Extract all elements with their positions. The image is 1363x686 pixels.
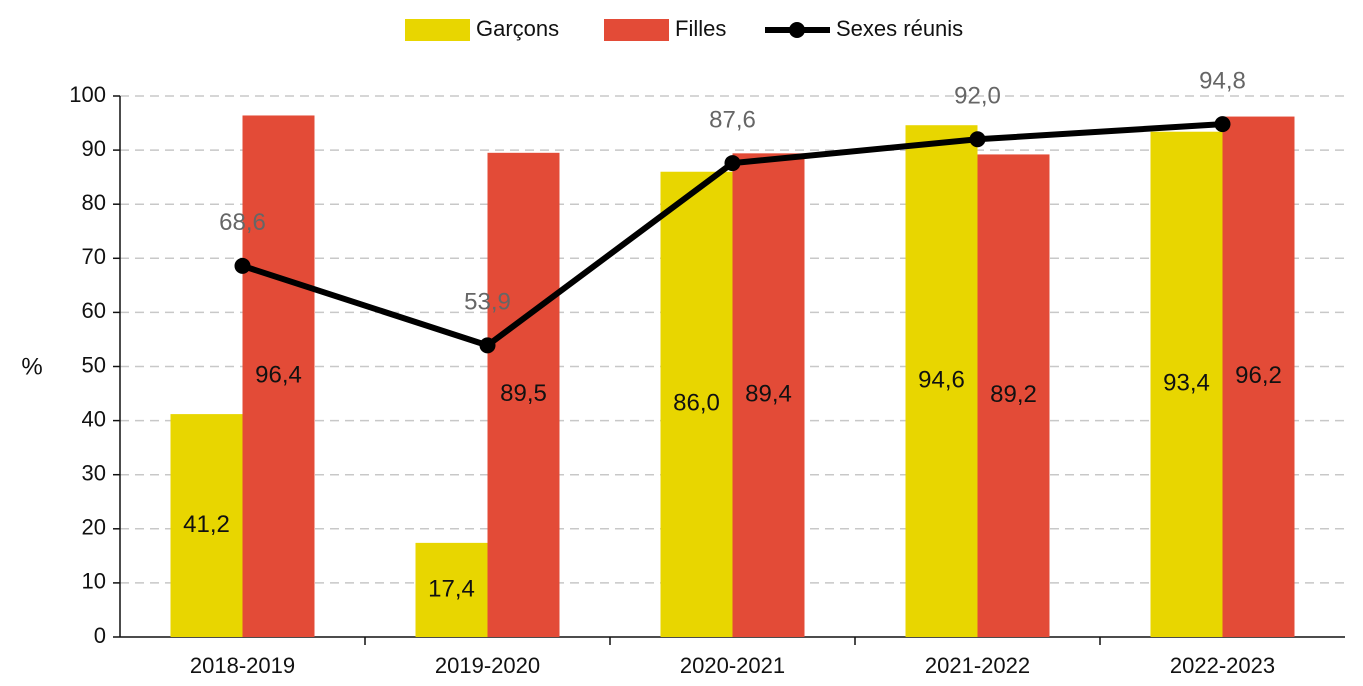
line-label: 94,8 [1199,67,1246,94]
y-tick-label: 90 [82,136,106,161]
bar [1222,116,1295,638]
y-tick-label: 70 [82,244,106,269]
bar-label: 89,5 [500,380,547,407]
bar [1150,131,1223,637]
legend-marker [789,22,805,38]
bar-label: 86,0 [673,390,720,417]
x-tick-label: 2021-2022 [925,653,1030,678]
y-tick-label: 40 [82,406,106,431]
legend-label: Filles [675,16,726,41]
line-label: 92,0 [954,83,1001,110]
legend-swatch [405,19,470,41]
bar-label: 17,4 [428,575,475,602]
bar [415,542,488,637]
bar [977,154,1050,638]
y-tick-label: 100 [69,82,106,107]
x-tick-label: 2019-2020 [435,653,540,678]
line-label: 87,6 [709,106,756,133]
y-tick-label: 10 [82,569,106,594]
line-marker [1214,116,1231,133]
line-label: 68,6 [219,209,266,236]
x-tick-label: 2022-2023 [1170,653,1275,678]
legend-label: Garçons [476,16,559,41]
bar-label: 41,2 [183,511,230,538]
y-tick-label: 60 [82,298,106,323]
line-marker [724,155,741,172]
y-axis-label: % [21,353,42,380]
bar [170,414,243,637]
bar [732,153,805,637]
bar [660,171,733,638]
line-marker [479,337,496,354]
bar [905,125,978,638]
y-tick-label: 50 [82,352,106,377]
bar [487,152,560,637]
y-tick-label: 20 [82,515,106,540]
bar-label: 89,4 [745,381,792,408]
x-tick-label: 2018-2019 [190,653,295,678]
legend-label: Sexes réunis [836,16,963,41]
bar-label: 96,4 [255,362,302,389]
bar-label: 93,4 [1163,370,1210,397]
line-label: 53,9 [464,289,511,316]
bar-label: 94,6 [918,366,965,393]
y-tick-label: 80 [82,190,106,215]
bar [242,115,315,637]
bar-label: 96,2 [1235,362,1282,389]
y-tick-label: 30 [82,461,106,486]
bar-label: 89,2 [990,381,1037,408]
line-marker [234,257,251,274]
line-marker [969,131,986,148]
y-tick-label: 0 [94,623,106,648]
x-tick-label: 2020-2021 [680,653,785,678]
legend-swatch [604,19,669,41]
